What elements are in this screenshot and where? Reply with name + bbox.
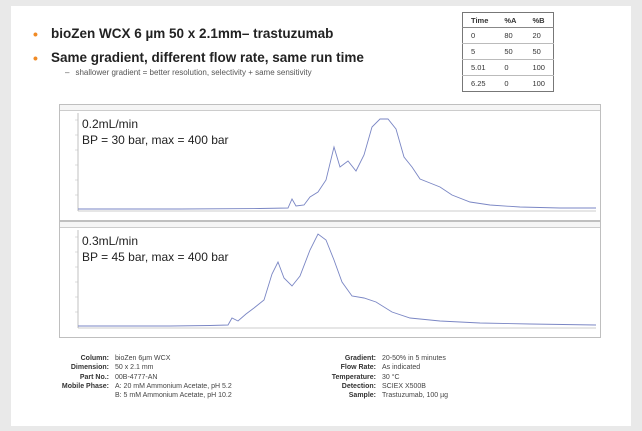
- chromatogram-panel-1: 0.2mL/min BP = 30 bar, max = 400 bar: [59, 104, 601, 221]
- condition-row: Gradient: 20-50% in 5 minutes: [301, 354, 448, 363]
- table-row: 5.01 0 100: [462, 59, 554, 76]
- table-cell: 0: [462, 27, 497, 44]
- table-cell: 5: [462, 43, 497, 60]
- bullet-text: bioZen WCX 6 µm 50 x 2.1mm– trastuzumab: [51, 26, 334, 41]
- bullet-dot-icon: •: [33, 50, 38, 66]
- flow-rate-label: 0.2mL/min: [82, 117, 139, 131]
- condition-value: 50 x 2.1 mm: [115, 364, 154, 372]
- condition-row: Part No.: 00B-4777-AN: [25, 373, 232, 382]
- table-cell: 100: [524, 59, 554, 76]
- table-cell: 6.25: [462, 75, 497, 92]
- table-header-cell: %A: [496, 12, 525, 28]
- condition-value: Trastuzumab, 100 µg: [382, 392, 449, 400]
- condition-label: Column:: [80, 355, 109, 362]
- slide: • bioZen WCX 6 µm 50 x 2.1mm– trastuzuma…: [11, 6, 631, 426]
- table-header-row: Time %A %B: [462, 12, 554, 28]
- condition-label: Gradient:: [344, 355, 376, 362]
- chromatogram-trace-1: [78, 118, 596, 210]
- condition-label: Sample:: [348, 392, 376, 400]
- bullet-dot-icon: •: [33, 26, 38, 42]
- table-row: 6.25 0 100: [462, 75, 554, 92]
- table-cell: 20: [524, 27, 554, 44]
- flow-rate-label: 0.3mL/min: [82, 234, 139, 248]
- condition-row: Temperature: 30 °C: [301, 373, 448, 382]
- condition-value: 00B-4777-AN: [115, 373, 158, 381]
- bullet-item: • Same gradient, different flow rate, sa…: [33, 50, 453, 66]
- condition-label: Mobile Phase:: [61, 382, 109, 390]
- chromatogram-header-bar: [60, 105, 600, 111]
- table-cell: 100: [524, 75, 554, 92]
- condition-label: Detection:: [341, 382, 376, 390]
- table-header-cell: Time: [462, 12, 497, 28]
- table-cell: 0: [496, 75, 525, 92]
- table-cell: 80: [496, 27, 525, 44]
- chromatogram-panel-2: 0.3mL/min BP = 45 bar, max = 400 bar: [59, 221, 601, 338]
- condition-value-continued: B: 5 mM Ammonium Acetate, pH 10.2: [115, 392, 232, 400]
- table-header-cell: %B: [524, 12, 554, 28]
- conditions-right: Gradient: 20-50% in 5 minutes Flow Rate: A…: [301, 354, 448, 400]
- table-cell: 50: [496, 43, 525, 60]
- condition-row: Column: bioZen 6µm WCX: [25, 354, 232, 363]
- condition-value: bioZen 6µm WCX: [115, 355, 171, 362]
- conditions-left: Column: bioZen 6µm WCX Dimension: 50 x 2.1…: [25, 354, 232, 400]
- condition-value: 20-50% in 5 minutes: [382, 355, 446, 362]
- condition-label: Part No.:: [79, 373, 109, 381]
- table-cell: 0: [496, 59, 525, 76]
- pressure-label: BP = 30 bar, max = 400 bar: [82, 133, 229, 147]
- sub-bullet-text: shallower gradient = better resolution, …: [75, 68, 312, 77]
- bullet-list: • bioZen WCX 6 µm 50 x 2.1mm– trastuzuma…: [33, 20, 453, 77]
- chromatogram-header-bar: [60, 222, 600, 228]
- chromatogram-plot-1: [75, 113, 596, 212]
- condition-row: Detection: SCIEX X500B: [301, 382, 448, 391]
- condition-row: Sample: Trastuzumab, 100 µg: [301, 391, 448, 400]
- condition-label: Dimension:: [70, 364, 109, 372]
- condition-row: Mobile Phase: A: 20 mM Ammonium Acetate, …: [25, 382, 232, 391]
- pressure-label: BP = 45 bar, max = 400 bar: [82, 250, 229, 264]
- condition-value: 30 °C: [382, 373, 400, 381]
- sub-bullet: – shallower gradient = better resolution,…: [65, 68, 453, 77]
- bullet-text: Same gradient, different flow rate, same…: [51, 50, 364, 65]
- bullet-item: • bioZen WCX 6 µm 50 x 2.1mm– trastuzuma…: [33, 26, 453, 42]
- gradient-table: Time %A %B 0 80 20 5 50 50 5.01 0 100: [462, 12, 554, 92]
- condition-value: As indicated: [382, 364, 421, 372]
- dash-icon: –: [65, 68, 70, 77]
- chromatogram-trace-2: [78, 233, 597, 327]
- condition-row: Flow Rate: As indicated: [301, 363, 448, 372]
- table-row: 0 80 20: [462, 27, 554, 44]
- condition-label: Flow Rate:: [340, 364, 376, 372]
- condition-row: Dimension: 50 x 2.1 mm: [25, 363, 232, 372]
- condition-label: Temperature:: [331, 373, 376, 381]
- condition-value: A: 20 mM Ammonium Acetate, pH 5.2: [115, 382, 232, 390]
- chromatogram-plot-2: [75, 230, 597, 329]
- table-cell: 50: [524, 43, 554, 60]
- condition-value: SCIEX X500B: [382, 382, 426, 390]
- table-cell: 5.01: [462, 59, 497, 76]
- table-row: 5 50 50: [462, 43, 554, 60]
